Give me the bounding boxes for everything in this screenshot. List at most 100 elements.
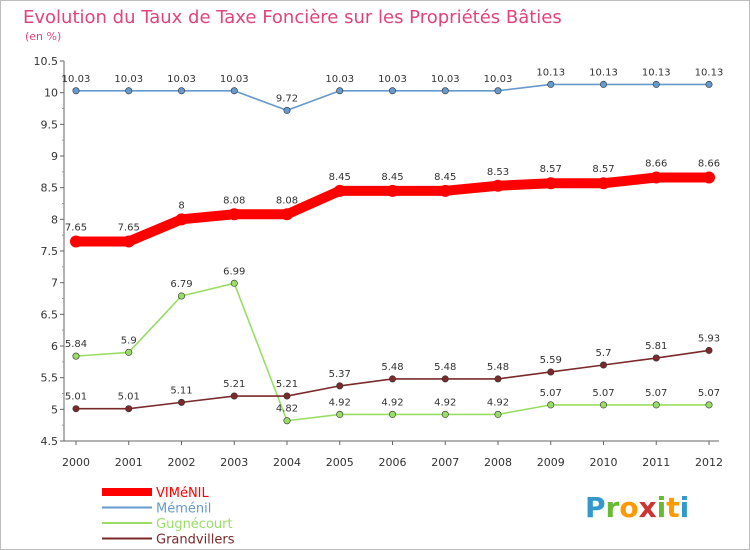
data-label: 10.03: [378, 74, 407, 85]
data-label: 8.45: [381, 172, 403, 183]
data-label: 8.66: [698, 159, 720, 170]
data-label: 5.48: [434, 362, 456, 373]
data-point: [652, 80, 660, 88]
y-tick-label: 5: [51, 403, 58, 416]
data-point: [333, 184, 346, 197]
data-label: 6.79: [170, 279, 192, 290]
data-label: 10.03: [220, 74, 249, 85]
data-label: 4.92: [434, 397, 456, 408]
data-label: 9.72: [276, 93, 298, 104]
data-point: [599, 80, 607, 88]
data-label: 8.08: [223, 195, 245, 206]
data-label: 5.07: [540, 388, 562, 399]
brand-letter: x: [639, 491, 657, 524]
y-tick-label: 10.5: [34, 55, 59, 68]
y-tick-label: 6: [51, 340, 58, 353]
data-point: [492, 179, 504, 192]
data-point: [122, 235, 135, 248]
data-label: 5.21: [276, 379, 298, 390]
data-point: [336, 382, 344, 390]
data-point: [72, 87, 80, 95]
brand-letter: r: [606, 491, 620, 524]
data-point: [494, 410, 502, 418]
x-tick-label: 2007: [431, 456, 459, 469]
brand-letter: t: [666, 491, 679, 524]
y-tick-label: 7.5: [41, 245, 59, 258]
data-label: 7.65: [118, 223, 140, 234]
legend-label: Grandvillers: [156, 533, 235, 548]
data-point: [72, 405, 80, 413]
x-tick-label: 2009: [537, 456, 565, 469]
x-tick-label: 2005: [326, 456, 354, 469]
chart-subtitle: (en %): [25, 30, 61, 43]
data-point: [441, 410, 449, 418]
data-point: [178, 87, 186, 95]
data-point: [230, 279, 238, 287]
data-label: 4.92: [487, 397, 509, 408]
data-point: [494, 87, 502, 95]
legend-label: Gugnécourt: [156, 517, 233, 532]
brand-letter: i: [657, 491, 667, 524]
data-point: [599, 401, 607, 409]
brand-letter: i: [680, 491, 690, 524]
y-tick-label: 8: [51, 213, 58, 226]
data-label: 8.66: [645, 159, 667, 170]
data-label: 10.13: [536, 67, 565, 78]
data-label: 6.99: [223, 266, 245, 277]
data-point: [336, 410, 344, 418]
data-label: 8.45: [329, 172, 351, 183]
data-label: 5.9: [121, 335, 137, 346]
data-label: 10.13: [589, 67, 618, 78]
data-point: [125, 405, 133, 413]
data-label: 10.13: [695, 67, 724, 78]
data-point: [283, 106, 291, 114]
data-labels: 10.03 10.03 10.03 10.03 9.72 10.03 10.03 10.03 1…: [62, 67, 724, 414]
data-label: 8.45: [434, 172, 456, 183]
legend-label: Méménil: [156, 502, 211, 517]
data-point: [70, 235, 82, 248]
data-label: 5.59: [540, 355, 562, 366]
data-point: [547, 80, 555, 88]
y-tick-label: 9.5: [41, 118, 59, 131]
data-point: [705, 401, 713, 409]
data-label: 5.07: [698, 388, 720, 399]
data-label: 5.01: [118, 392, 140, 403]
data-point: [388, 410, 396, 418]
data-label: 5.48: [487, 362, 509, 373]
data-label: 5.07: [645, 388, 667, 399]
data-point: [599, 361, 607, 369]
x-tick-label: 2004: [273, 456, 301, 469]
data-label: 4.92: [381, 397, 403, 408]
y-tick-label: 9: [51, 150, 58, 163]
data-label: 8.57: [540, 164, 562, 175]
x-tick-label: 2008: [484, 456, 512, 469]
x-tick-label: 2012: [695, 456, 723, 469]
data-point: [283, 417, 291, 425]
data-point: [388, 87, 396, 95]
data-label: 5.37: [329, 369, 351, 380]
y-tick-label: 8.5: [41, 182, 59, 195]
data-point: [439, 184, 452, 197]
data-label: 10.03: [431, 74, 460, 85]
data-label: 10.13: [642, 67, 671, 78]
data-point: [125, 87, 133, 95]
data-point: [703, 171, 715, 184]
data-label: 8.57: [592, 164, 614, 175]
x-tick-label: 2010: [590, 456, 618, 469]
data-point: [494, 375, 502, 383]
series-points: [70, 80, 715, 425]
data-label: 10.03: [62, 74, 91, 85]
data-point: [230, 392, 238, 400]
x-tick-label: 2001: [115, 456, 143, 469]
axis-ticks: 4.5 5 5.5 6 6.5 7 7.5 8 8.5 9 9.5 10 10.5 2000 2001 200…: [34, 55, 724, 469]
data-label: 10.03: [167, 74, 196, 85]
y-tick-label: 7: [51, 277, 58, 290]
data-point: [228, 208, 241, 221]
data-point: [705, 80, 713, 88]
data-label: 5.81: [645, 341, 667, 352]
data-point: [705, 346, 713, 354]
data-point: [175, 213, 188, 226]
x-tick-label: 2003: [220, 456, 248, 469]
